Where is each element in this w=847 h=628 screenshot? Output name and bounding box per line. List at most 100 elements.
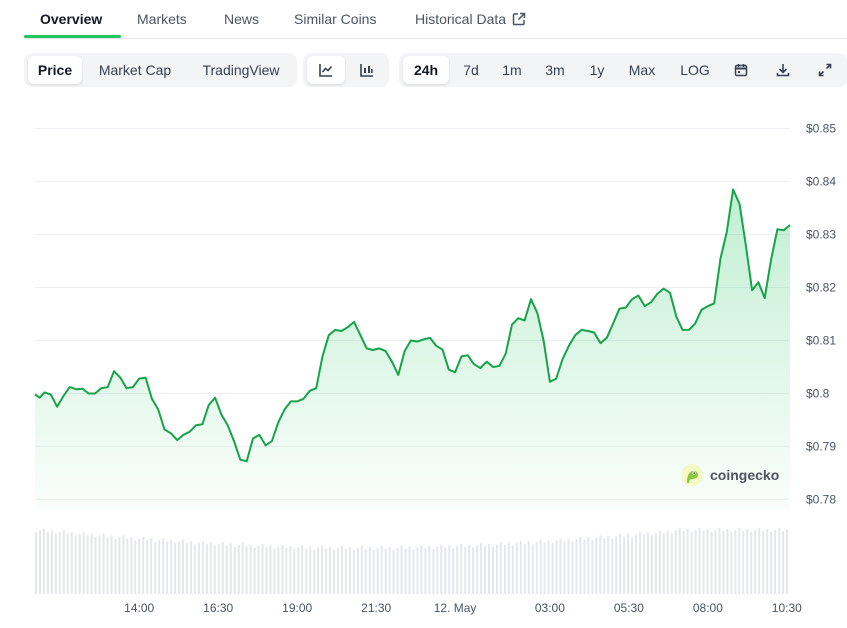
volume-bar bbox=[420, 545, 423, 594]
volume-bar bbox=[273, 548, 276, 594]
volume-bar bbox=[193, 544, 196, 594]
volume-bar bbox=[58, 532, 61, 594]
x-tick-label: 21:30 bbox=[361, 601, 391, 615]
x-tick-label: 08:00 bbox=[693, 601, 723, 615]
volume-bar bbox=[702, 531, 705, 594]
volume-bar bbox=[66, 533, 69, 594]
volume-bar bbox=[786, 529, 788, 594]
tab-historical-data[interactable]: Historical Data bbox=[415, 0, 526, 38]
fullscreen-button[interactable] bbox=[809, 56, 841, 84]
volume-bar bbox=[643, 534, 645, 594]
volume-bar bbox=[114, 538, 117, 594]
market-cap-button[interactable]: Market Cap bbox=[98, 62, 172, 78]
volume-bar bbox=[670, 533, 673, 594]
volume-bar bbox=[750, 532, 753, 594]
volume-bar bbox=[301, 545, 304, 594]
log-scale-button[interactable]: LOG bbox=[680, 62, 710, 78]
volume-bar bbox=[639, 532, 641, 594]
volume-bar bbox=[285, 547, 288, 594]
volume-bar bbox=[547, 540, 550, 594]
volume-bar bbox=[404, 548, 407, 594]
volume-bar bbox=[261, 544, 264, 594]
coingecko-watermark: coingecko bbox=[680, 463, 779, 487]
volume-bar bbox=[313, 549, 316, 594]
volume-bar bbox=[583, 539, 586, 594]
volume-bar bbox=[269, 545, 272, 594]
calendar-icon bbox=[734, 64, 748, 77]
volume-bar bbox=[344, 548, 347, 594]
volume-bar bbox=[134, 540, 137, 594]
volume-bar bbox=[627, 534, 630, 594]
date-picker-button[interactable] bbox=[725, 56, 757, 84]
volume-bars bbox=[35, 528, 788, 594]
download-button[interactable] bbox=[767, 56, 799, 84]
volume-bar bbox=[74, 535, 77, 594]
volume-bar bbox=[595, 537, 598, 594]
volume-bar bbox=[162, 538, 165, 594]
x-tick-label: 14:00 bbox=[124, 601, 154, 615]
volume-bar bbox=[722, 531, 725, 594]
range-1m-button[interactable]: 1m bbox=[502, 62, 522, 78]
volume-bar bbox=[70, 532, 73, 594]
volume-bar bbox=[138, 538, 141, 594]
volume-bar bbox=[106, 537, 109, 594]
volume-bar bbox=[281, 544, 284, 594]
range-7d-button[interactable]: 7d bbox=[463, 62, 479, 78]
volume-bar bbox=[213, 545, 216, 594]
external-link-icon bbox=[512, 2, 526, 40]
volume-bar bbox=[237, 544, 240, 594]
volume-bar bbox=[428, 546, 431, 594]
tab-overview[interactable]: Overview bbox=[40, 11, 103, 27]
volume-bar bbox=[539, 539, 542, 594]
x-tick-label: 12. May bbox=[434, 601, 477, 615]
volume-bar bbox=[758, 528, 761, 594]
volume-bar bbox=[356, 548, 359, 594]
volume-bar bbox=[337, 547, 339, 594]
chart-type-selector: Price Market Cap TradingView bbox=[24, 53, 297, 87]
volume-bar bbox=[778, 528, 781, 594]
volume-bar bbox=[82, 532, 85, 594]
volume-bar bbox=[480, 543, 483, 594]
price-button[interactable]: Price bbox=[28, 56, 82, 84]
volume-bar bbox=[571, 541, 574, 594]
range-max-button[interactable]: Max bbox=[628, 62, 656, 78]
volume-bar bbox=[221, 542, 224, 594]
download-icon bbox=[776, 64, 790, 77]
tab-markets[interactable]: Markets bbox=[137, 11, 187, 27]
volume-bar bbox=[78, 533, 81, 594]
volume-bar bbox=[197, 542, 200, 594]
volume-bar bbox=[102, 533, 105, 594]
top-tab-bar: Overview Markets News Similar Coins Hist… bbox=[24, 0, 847, 39]
tradingview-button[interactable]: TradingView bbox=[202, 62, 280, 78]
volume-bar bbox=[50, 530, 53, 594]
volume-bar bbox=[265, 547, 268, 594]
volume-bar bbox=[352, 550, 355, 594]
candlestick-chart-button[interactable] bbox=[349, 56, 385, 84]
volume-bar bbox=[507, 542, 510, 594]
volume-bar bbox=[86, 535, 89, 594]
tab-similar-coins[interactable]: Similar Coins bbox=[294, 11, 377, 27]
volume-bar bbox=[408, 546, 411, 594]
range-3m-button[interactable]: 3m bbox=[545, 62, 565, 78]
volume-bar bbox=[388, 546, 391, 594]
volume-bar bbox=[245, 546, 248, 594]
volume-bar bbox=[35, 532, 37, 594]
range-1y-button[interactable]: 1y bbox=[589, 62, 605, 78]
volume-bar bbox=[615, 536, 618, 594]
x-tick-label: 03:00 bbox=[535, 601, 565, 615]
volume-bar bbox=[666, 530, 669, 594]
volume-bar bbox=[635, 534, 637, 594]
volume-bar bbox=[746, 529, 749, 594]
watermark-text: coingecko bbox=[710, 467, 780, 483]
volume-bar bbox=[623, 536, 626, 594]
volume-bar bbox=[468, 544, 471, 594]
volume-bar bbox=[348, 547, 351, 594]
volume-bar bbox=[646, 532, 649, 594]
volume-bar bbox=[499, 542, 502, 594]
tab-news[interactable]: News bbox=[224, 11, 260, 27]
volume-bar bbox=[563, 541, 566, 594]
range-24h-button[interactable]: 24h bbox=[403, 56, 449, 84]
volume-bar bbox=[42, 528, 45, 594]
line-chart-button[interactable] bbox=[307, 56, 345, 84]
